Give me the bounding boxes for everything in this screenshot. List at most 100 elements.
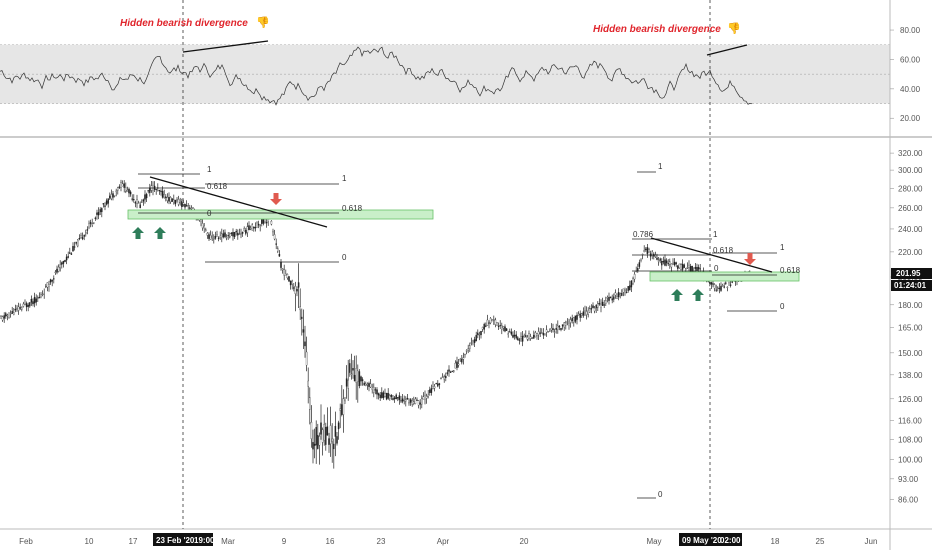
arrow-up-icon	[154, 227, 166, 239]
candle	[697, 267, 700, 270]
rsi-panel[interactable]	[0, 44, 890, 106]
candle	[581, 313, 583, 316]
candle	[141, 201, 143, 203]
candle	[435, 383, 437, 385]
candle	[107, 198, 109, 204]
candle	[309, 397, 311, 410]
candle	[584, 310, 586, 312]
trendline-left[interactable]	[149, 176, 328, 228]
candle	[262, 219, 265, 224]
candle	[339, 408, 341, 411]
candle	[344, 400, 346, 404]
candle	[0, 316, 2, 319]
candle	[445, 375, 447, 379]
candle	[555, 327, 557, 330]
candle	[662, 261, 665, 263]
candle	[261, 219, 263, 224]
candle	[457, 363, 460, 366]
candle	[213, 238, 215, 240]
fib-retracement-right-large[interactable]	[712, 252, 777, 312]
candle	[397, 397, 399, 399]
candle	[517, 337, 519, 341]
candle	[673, 261, 676, 266]
candle	[590, 308, 593, 310]
rsi-y-axis[interactable]: 80.00 60.00 40.00 20.00	[890, 26, 921, 123]
candle	[117, 187, 119, 191]
candle	[169, 197, 172, 203]
candle	[643, 250, 645, 253]
fib-retracement-right-outer[interactable]	[637, 171, 656, 499]
candle	[414, 398, 417, 404]
candle	[462, 357, 465, 360]
candle	[280, 261, 282, 268]
time-tick-label: 9	[282, 537, 287, 546]
time-tick-label: 17	[129, 537, 138, 546]
candle	[78, 238, 81, 240]
candle	[72, 246, 74, 252]
candle	[225, 237, 228, 239]
candle	[137, 202, 140, 204]
candle	[29, 302, 31, 307]
candle	[401, 398, 404, 402]
candle	[35, 298, 37, 303]
candle	[363, 382, 365, 386]
candle	[453, 370, 455, 372]
candle	[379, 394, 381, 399]
candle	[113, 195, 116, 197]
candle	[395, 394, 397, 400]
candle	[512, 334, 514, 338]
candle	[448, 369, 450, 372]
candle	[638, 262, 641, 267]
candle	[144, 194, 146, 200]
candle	[89, 222, 92, 224]
candle	[614, 292, 617, 296]
fib-retracement-right-small[interactable]	[632, 238, 712, 272]
candle	[85, 232, 87, 235]
candle	[337, 422, 340, 430]
candle	[515, 334, 517, 339]
candle	[360, 376, 362, 382]
arrow-down-icon	[744, 253, 756, 265]
fib-retracement-left-small[interactable]	[138, 173, 205, 214]
price-tick-label: 180.00	[898, 301, 923, 310]
fib-retracement-left-large[interactable]	[205, 183, 339, 263]
candle	[155, 188, 157, 191]
rsi-divergence-line-right[interactable]	[706, 44, 748, 56]
candle	[477, 332, 479, 335]
time-tick-label: 25	[816, 537, 825, 546]
candle	[123, 183, 125, 188]
candle	[45, 285, 47, 288]
time-x-axis[interactable]: Feb 10 17 Mar 9 16 23 Apr 20 May 18 25 Jun	[19, 537, 877, 546]
candle	[69, 252, 71, 254]
candle	[597, 303, 599, 308]
candle	[214, 236, 217, 239]
support-zone-right[interactable]	[649, 271, 800, 282]
price-tick-label: 300.00	[898, 166, 923, 175]
candle	[352, 368, 354, 371]
candle	[313, 443, 316, 446]
candle	[421, 398, 423, 405]
candle	[61, 262, 63, 265]
trendline-right[interactable]	[650, 237, 773, 273]
candle	[304, 341, 306, 347]
candle	[385, 392, 388, 400]
candle	[472, 340, 474, 342]
candle	[510, 331, 513, 335]
candle	[725, 282, 727, 284]
candle	[208, 234, 210, 239]
candle	[349, 363, 351, 373]
candle	[609, 296, 612, 298]
candle	[329, 425, 332, 444]
candle	[251, 224, 253, 231]
candle	[112, 193, 114, 198]
price-tick-label: 280.00	[898, 184, 923, 193]
candle	[48, 284, 50, 287]
rsi-divergence-line-left[interactable]	[182, 40, 269, 53]
divergence-annotation-left: Hidden bearish divergence	[120, 18, 248, 29]
candle	[53, 278, 55, 280]
cursor-date-tag-2	[679, 533, 742, 546]
candle	[57, 266, 60, 272]
candle	[521, 335, 524, 342]
candle	[189, 207, 191, 209]
